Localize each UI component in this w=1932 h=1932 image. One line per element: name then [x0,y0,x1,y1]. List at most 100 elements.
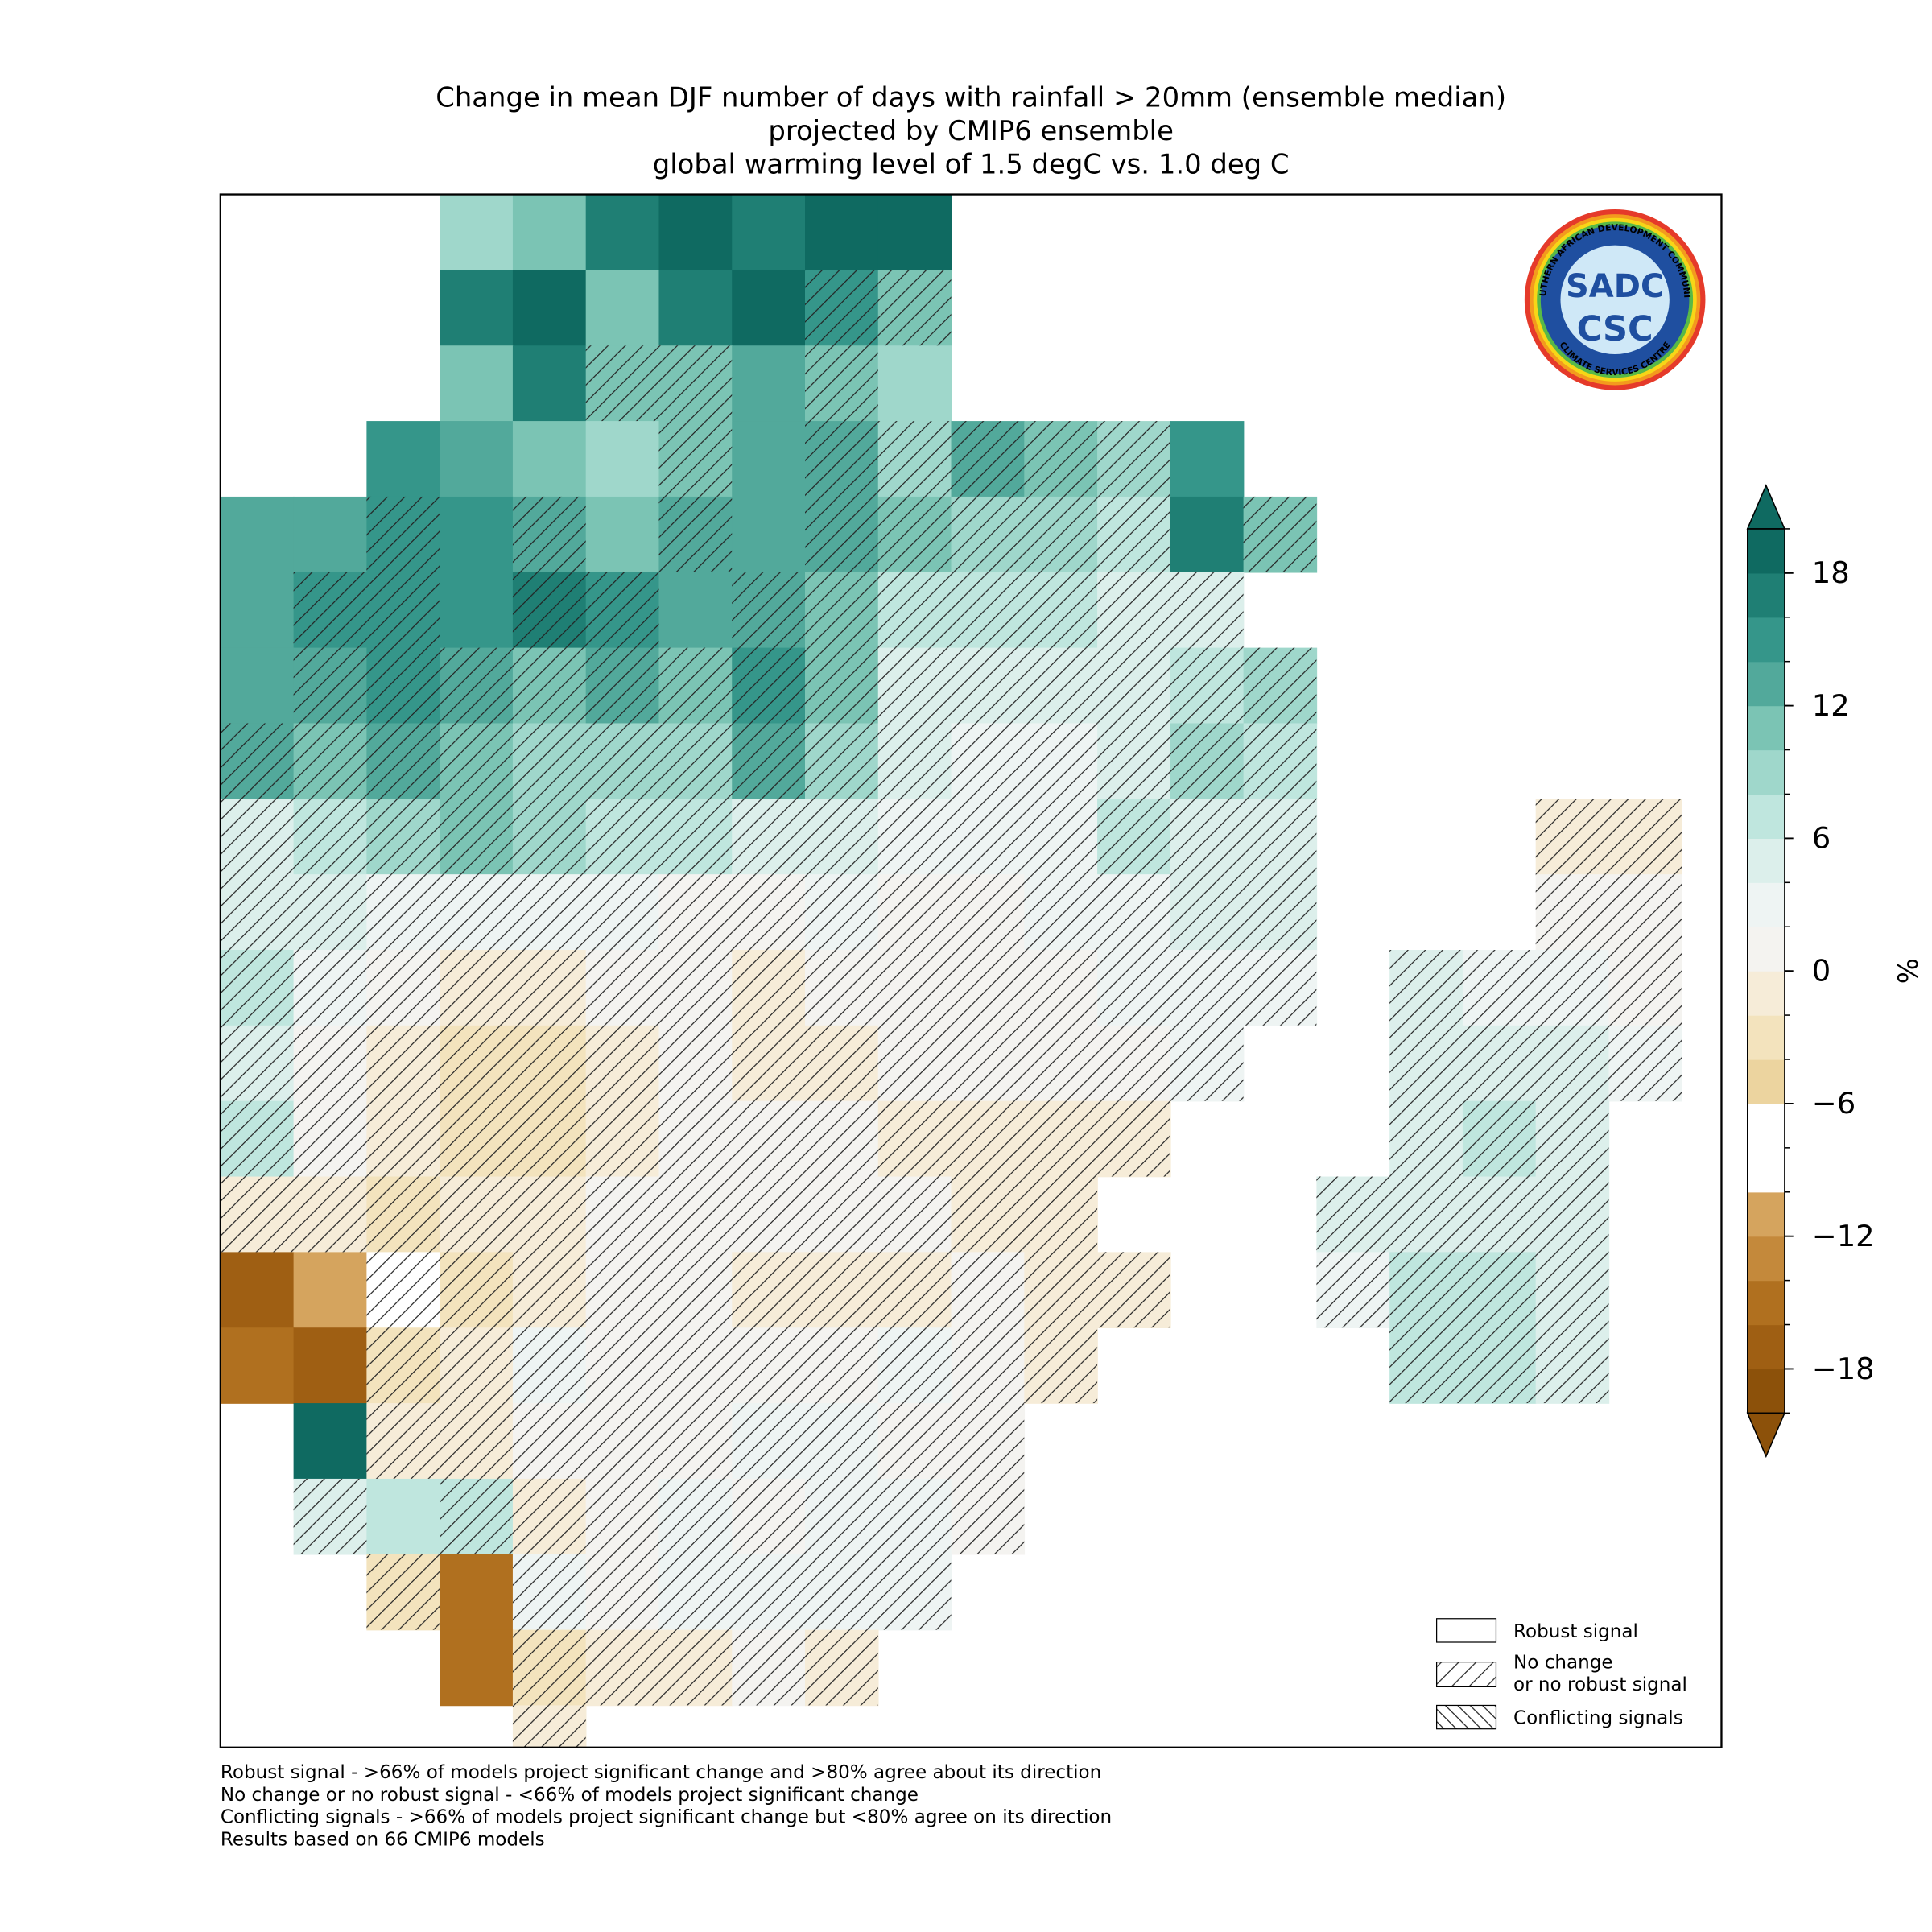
colorbar-band [1747,1280,1785,1326]
hatch-cell [1024,572,1098,648]
hatch-cell [877,647,952,724]
hatch-cell [440,1252,513,1328]
colorbar-band [1747,794,1785,839]
hatch-cell [951,799,1025,875]
hatch-cell [366,1176,440,1253]
hatch-cell [732,572,805,648]
hatch-cell [220,1176,294,1253]
hatch-cell [951,496,1025,572]
hatch-cell [805,572,878,648]
hatch-cell [1024,723,1098,799]
hatch-cell [512,1478,586,1554]
hatch-cell [658,1554,733,1630]
hatch-cell [1389,1100,1463,1177]
map-cell [440,1629,514,1707]
hatch-cell [440,647,513,724]
map-cell [585,270,660,346]
hatch-cell [1024,1100,1098,1177]
hatch-cell [877,1025,952,1101]
hatch-cell [805,1478,878,1554]
map-cell [220,572,295,649]
hatch-cell [1170,572,1244,648]
hatch-cell [366,1327,440,1404]
hatch-cell [658,421,733,497]
hatch-cell [1243,874,1317,950]
hatch-cell [512,1705,586,1748]
hatch-cell [951,1327,1025,1404]
hatch-cell [512,874,586,950]
hatch-cell [512,572,586,648]
hatch-cell [585,723,659,799]
hatch-cell [877,1327,952,1404]
colorbar: % −18 −12 −6 0 6 12 18 [1746,484,1924,1459]
map-cell [366,1478,440,1555]
hatch-cell [512,950,586,1026]
hatch-cell [512,1025,586,1101]
hatch-cell [805,799,878,875]
footnotes: Robust signal - >66% of models project s… [221,1762,1112,1850]
map-frame [219,193,1723,1748]
hatch-cell [877,799,952,875]
colorbar-tick-label: 18 [1812,555,1850,590]
hatch-cell [805,1025,878,1101]
hatch-cell [732,647,805,724]
hatch-cell [1024,1176,1098,1253]
hatch-cell [951,723,1025,799]
hatch-cell [877,723,952,799]
hatch-cell [732,874,805,950]
colorbar-band [1747,749,1785,795]
hatch-cell [658,950,733,1026]
map-cell [440,496,514,573]
map-cell [440,194,514,271]
hatch-cell [877,1403,952,1479]
hatch-cell [658,1025,733,1101]
hatch-cell [512,1176,586,1253]
hatch-cell [951,572,1025,648]
hatch-cell [1535,799,1609,875]
hatch-cell [951,1252,1025,1328]
colorbar-tick-label: −6 [1812,1086,1856,1121]
map-cell [220,496,295,573]
hatch-cell [512,496,586,572]
colorbar-band [1747,1059,1785,1104]
hatch-cell [1024,1252,1098,1328]
map-cell [877,345,952,422]
map-cell [732,496,806,573]
colorbar-band [1747,1103,1785,1149]
map-cell [220,1327,295,1404]
hatch-cell [1608,874,1682,950]
hatch-cell [658,1478,733,1554]
map-cell [585,496,660,573]
hatch-cell [1389,950,1463,1026]
hatch-cell [366,572,440,648]
hatch-cell [585,572,659,648]
map-cell [293,496,368,573]
hatch-cell [1243,723,1317,799]
hatch-cell [1024,799,1098,875]
hatch-cell [1535,950,1609,1026]
hatch-cell [877,1100,952,1177]
hatch-cell [1462,1100,1536,1177]
map-cell [658,270,733,346]
hatch-cell [1097,496,1170,572]
colorbar-tick-label: 6 [1812,821,1831,856]
legend-label: No change [1513,1652,1613,1673]
map-cell [732,194,806,271]
hatch-cell [585,1252,659,1328]
hatch-cell [220,950,294,1026]
hatch-cell [585,1100,659,1177]
hatch-cell [877,1554,952,1630]
hatch-cell [585,950,659,1026]
hatch-cell [732,1252,805,1328]
hatch-cell [220,723,294,799]
colorbar-band [1747,971,1785,1016]
hatch-cell [1608,950,1682,1026]
footnote: Robust signal - >66% of models project s… [221,1762,1101,1783]
hatch-cell [732,950,805,1026]
hatch-cell [951,421,1025,497]
map-cell [293,1252,368,1328]
hatch-cell [585,1327,659,1404]
hatch-cell [512,1554,586,1630]
hatch-cell [877,1478,952,1554]
